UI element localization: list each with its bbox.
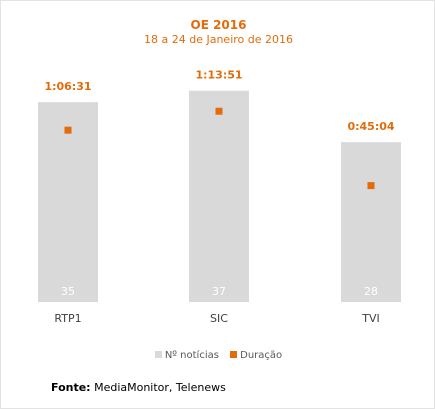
duration-point-tvi	[367, 182, 375, 190]
category-label-sic: SIC	[210, 312, 228, 325]
duration-label-tvi: 0:45:04	[347, 120, 394, 133]
bar-value-label-tvi: 28	[364, 285, 378, 298]
category-label-tvi: TVI	[361, 312, 380, 325]
bar-value-label-rtp1: 35	[61, 285, 75, 298]
duration-point-rtp1	[64, 126, 72, 134]
source-label: Fonte:	[51, 381, 91, 394]
chart-plot: 35 1:06:31 RTP1 37 1:13:51 SIC 28 0:45:04 TVI	[38, 69, 401, 325]
duration-point-sic	[215, 107, 223, 115]
duration-label-sic: 1:13:51	[195, 69, 242, 82]
bar-rtp1	[38, 102, 98, 303]
chart-legend: Nº notícias Duração	[1, 350, 435, 361]
duration-label-rtp1: 1:06:31	[44, 80, 91, 93]
chart-title: OE 2016	[190, 18, 247, 32]
bar-sic	[189, 90, 249, 302]
legend-swatch-count	[154, 351, 162, 358]
legend-swatch-duration	[230, 351, 238, 358]
legend-item-count: Nº notícias	[154, 350, 219, 361]
legend-label-duration: Duração	[240, 350, 283, 361]
bar-value-label-sic: 37	[212, 285, 226, 298]
legend-label-count: Nº notícias	[164, 350, 219, 361]
legend-item-duration: Duração	[230, 350, 282, 361]
category-label-rtp1: RTP1	[54, 312, 81, 325]
bar-tvi	[341, 142, 401, 302]
source-text: MediaMonitor, Telenews	[94, 381, 226, 394]
source-note: Fonte: MediaMonitor, Telenews	[51, 381, 226, 394]
chart-subtitle: 18 a 24 de Janeiro de 2016	[144, 33, 293, 46]
